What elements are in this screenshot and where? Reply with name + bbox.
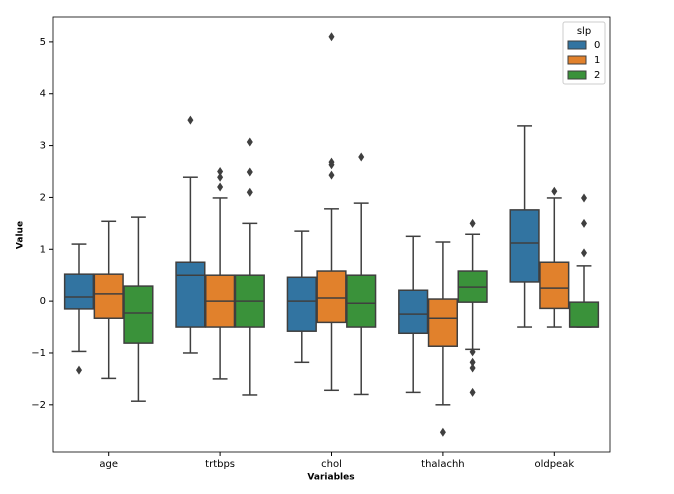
- legend-label: 1: [594, 55, 600, 66]
- x-tick-label: trtbps: [205, 459, 235, 470]
- flier: [439, 427, 446, 437]
- box: [123, 285, 154, 344]
- flier: [328, 170, 335, 180]
- flier: [217, 172, 224, 182]
- flier: [246, 167, 253, 177]
- box: [63, 273, 95, 310]
- flier: [75, 365, 82, 375]
- y-tick-label: −1: [31, 348, 46, 359]
- y-tick-label: 2: [40, 192, 46, 203]
- legend-swatch: [567, 40, 587, 50]
- flier: [469, 357, 476, 367]
- y-axis-label: Value: [16, 221, 26, 249]
- box: [509, 209, 540, 283]
- flier: [328, 160, 335, 170]
- legend-label: 2: [594, 70, 600, 81]
- x-tick-label: age: [99, 459, 118, 470]
- flier: [246, 137, 253, 147]
- box: [93, 273, 124, 319]
- box: [286, 276, 317, 332]
- flier: [551, 186, 558, 196]
- box: [346, 274, 377, 328]
- y-tick-label: 5: [40, 37, 46, 48]
- flier: [187, 115, 194, 125]
- flier: [217, 167, 224, 177]
- x-tick-label: thalachh: [421, 459, 464, 470]
- box: [175, 261, 206, 328]
- flier: [246, 187, 253, 197]
- flier: [358, 152, 365, 162]
- legend-title: slp: [577, 26, 591, 37]
- flier: [469, 347, 476, 357]
- legend-frame: [562, 21, 606, 85]
- y-tick-label: 3: [40, 141, 46, 152]
- box: [539, 261, 570, 310]
- flier: [217, 182, 224, 192]
- x-tick-label: chol: [321, 459, 342, 470]
- y-tick-label: 4: [40, 89, 46, 100]
- flier: [469, 387, 476, 397]
- legend-swatch: [567, 55, 587, 65]
- flier: [469, 363, 476, 373]
- x-tick-label: oldpeak: [534, 459, 574, 470]
- box: [568, 301, 600, 328]
- flier: [581, 218, 588, 228]
- box: [398, 289, 429, 335]
- legend-swatch: [567, 70, 587, 80]
- flier: [328, 32, 335, 42]
- x-axis-label: Variables: [307, 473, 354, 483]
- y-tick-label: 0: [40, 296, 46, 307]
- flier: [469, 218, 476, 228]
- box: [427, 298, 459, 347]
- box: [316, 270, 347, 324]
- y-tick-label: 1: [40, 244, 46, 255]
- legend-label: 0: [594, 40, 600, 51]
- y-tick-label: −2: [31, 400, 46, 411]
- flier: [581, 193, 588, 203]
- flier: [581, 248, 588, 258]
